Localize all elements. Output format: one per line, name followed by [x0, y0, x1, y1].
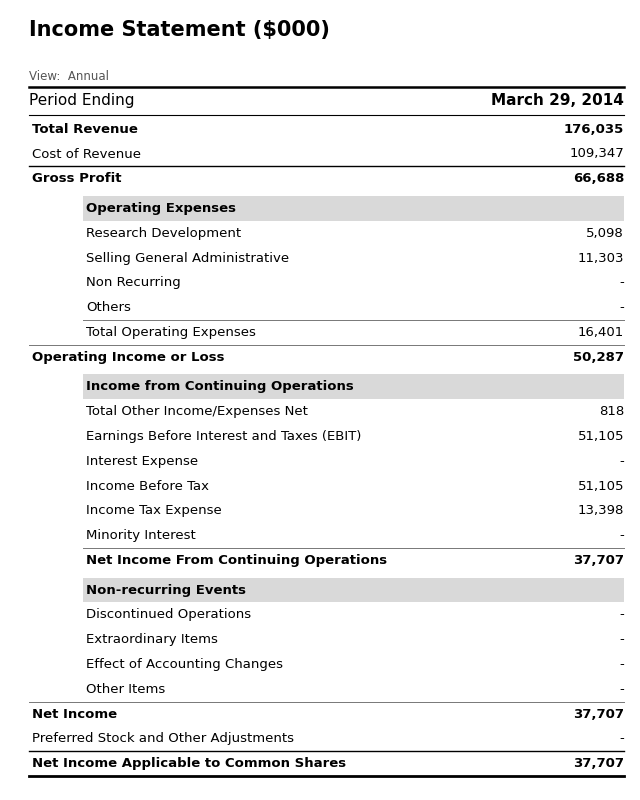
Text: Net Income Applicable to Common Shares: Net Income Applicable to Common Shares	[32, 757, 346, 770]
Text: Discontinued Operations: Discontinued Operations	[86, 608, 252, 622]
Text: Non-recurring Events: Non-recurring Events	[86, 583, 246, 597]
Text: -: -	[620, 732, 624, 746]
Text: -: -	[620, 608, 624, 622]
Text: -: -	[620, 658, 624, 671]
Text: 66,688: 66,688	[573, 172, 624, 186]
Text: Selling General Administrative: Selling General Administrative	[86, 251, 289, 265]
Text: Gross Profit: Gross Profit	[32, 172, 122, 186]
Text: -: -	[620, 454, 624, 468]
Text: Income Before Tax: Income Before Tax	[86, 479, 209, 493]
Text: Total Operating Expenses: Total Operating Expenses	[86, 326, 256, 339]
Text: Operating Income or Loss: Operating Income or Loss	[32, 350, 225, 364]
Text: 818: 818	[599, 405, 624, 418]
Text: 176,035: 176,035	[564, 122, 624, 136]
Text: 5,098: 5,098	[586, 226, 624, 240]
Text: 51,105: 51,105	[577, 479, 624, 493]
Text: Extraordinary Items: Extraordinary Items	[86, 633, 218, 646]
Text: Income Tax Expense: Income Tax Expense	[86, 504, 222, 518]
Text: Cost of Revenue: Cost of Revenue	[32, 147, 141, 161]
Text: -: -	[620, 276, 624, 290]
Text: 16,401: 16,401	[578, 326, 624, 339]
Text: 37,707: 37,707	[573, 554, 624, 567]
Text: Non Recurring: Non Recurring	[86, 276, 181, 290]
Text: 37,707: 37,707	[573, 707, 624, 721]
Text: -: -	[620, 529, 624, 542]
Text: Income from Continuing Operations: Income from Continuing Operations	[86, 380, 354, 394]
Text: 11,303: 11,303	[577, 251, 624, 265]
Text: 13,398: 13,398	[578, 504, 624, 518]
Text: Others: Others	[86, 301, 131, 314]
Text: -: -	[620, 682, 624, 696]
Text: Effect of Accounting Changes: Effect of Accounting Changes	[86, 658, 284, 671]
Text: 37,707: 37,707	[573, 757, 624, 770]
Text: -: -	[620, 633, 624, 646]
Text: Total Other Income/Expenses Net: Total Other Income/Expenses Net	[86, 405, 308, 418]
Text: Research Development: Research Development	[86, 226, 241, 240]
Text: 51,105: 51,105	[577, 430, 624, 443]
Text: Net Income From Continuing Operations: Net Income From Continuing Operations	[86, 554, 388, 567]
Text: Period Ending: Period Ending	[29, 93, 134, 108]
Text: 109,347: 109,347	[569, 147, 624, 161]
Text: Total Revenue: Total Revenue	[32, 122, 138, 136]
Text: Operating Expenses: Operating Expenses	[86, 202, 236, 215]
Text: Minority Interest: Minority Interest	[86, 529, 196, 542]
Text: Other Items: Other Items	[86, 682, 166, 696]
Text: Earnings Before Interest and Taxes (EBIT): Earnings Before Interest and Taxes (EBIT…	[86, 430, 362, 443]
Text: View:  Annual: View: Annual	[29, 70, 109, 82]
Text: 50,287: 50,287	[573, 350, 624, 364]
Text: -: -	[620, 301, 624, 314]
Text: March 29, 2014: March 29, 2014	[491, 93, 624, 108]
Text: Preferred Stock and Other Adjustments: Preferred Stock and Other Adjustments	[32, 732, 294, 746]
Text: Interest Expense: Interest Expense	[86, 454, 198, 468]
Text: Income Statement ($000): Income Statement ($000)	[29, 20, 330, 40]
Text: Net Income: Net Income	[32, 707, 117, 721]
